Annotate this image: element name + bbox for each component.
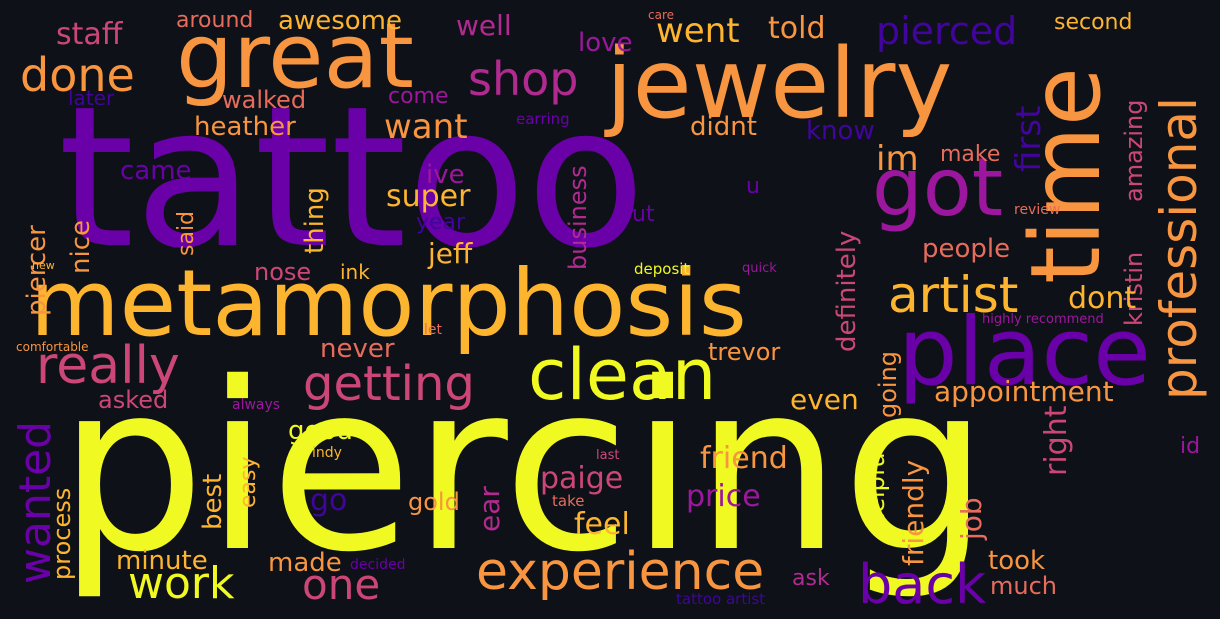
- word-going: going: [874, 350, 902, 418]
- word-id: id: [1180, 434, 1201, 459]
- word-work: work: [128, 558, 235, 609]
- word-nice: nice: [66, 220, 96, 274]
- word-even: even: [790, 383, 859, 416]
- word-place: place: [898, 298, 1151, 407]
- word-came: came: [120, 156, 192, 186]
- word-clean: clean: [528, 334, 717, 416]
- word-paige: paige: [540, 461, 624, 496]
- word-getting: getting: [303, 356, 475, 412]
- word-time: time: [1010, 67, 1122, 284]
- word-best: best: [198, 473, 228, 530]
- word-feel: feel: [574, 507, 630, 542]
- word-awesome: awesome: [278, 6, 402, 36]
- word-indy: indy: [312, 445, 342, 461]
- word-tattoo-artist: tattoo artist: [676, 590, 766, 608]
- word-first: first: [1009, 105, 1049, 172]
- word-thing: thing: [300, 187, 330, 254]
- word-metamorphosis: metamorphosis: [30, 250, 747, 357]
- word-know: know: [806, 116, 875, 146]
- word-dont: dont: [1068, 281, 1137, 316]
- word-done: done: [20, 48, 135, 102]
- word-piercing: piercing: [58, 333, 990, 603]
- word-shop: shop: [468, 52, 579, 106]
- word-experience: experience: [476, 542, 765, 602]
- word-much: much: [990, 572, 1057, 600]
- word-artist: artist: [888, 266, 1019, 324]
- word-business: business: [564, 165, 592, 270]
- word-deposit: deposit: [634, 260, 690, 278]
- word-ear: ear: [473, 486, 506, 532]
- word-got: got: [872, 141, 1004, 234]
- word-definitely: definitely: [832, 230, 862, 352]
- word-told: told: [768, 11, 826, 46]
- word-earring: earring: [516, 110, 570, 128]
- word-walked: walked: [222, 86, 307, 114]
- word-nose: nose: [254, 258, 312, 286]
- word-said: said: [174, 210, 199, 256]
- word-didnt: didnt: [690, 112, 757, 142]
- word-asked: asked: [98, 386, 169, 414]
- word-staff: staff: [56, 17, 123, 52]
- word-process: process: [48, 487, 76, 580]
- word-come: come: [388, 84, 449, 109]
- word-pierced: pierced: [876, 9, 1018, 53]
- word-friendly: friendly: [897, 459, 930, 566]
- word-went: went: [656, 11, 740, 51]
- word-ink: ink: [340, 260, 370, 284]
- word-great: great: [176, 4, 414, 109]
- word-ask: ask: [792, 566, 830, 591]
- word-around: around: [176, 8, 254, 33]
- word-jeff: jeff: [428, 237, 473, 270]
- word-gold: gold: [408, 488, 460, 516]
- word-put: put: [618, 202, 655, 227]
- word-back: back: [858, 553, 987, 616]
- word-later: later: [68, 86, 115, 110]
- word-decided: decided: [350, 557, 406, 573]
- word-price: price: [686, 479, 761, 514]
- word-made: made: [268, 548, 342, 578]
- word-want: want: [384, 107, 468, 147]
- word-new: new: [32, 259, 55, 272]
- word-let: let: [424, 322, 442, 338]
- word-amazing: amazing: [1120, 99, 1148, 202]
- word-tattoo: tattoo: [58, 64, 646, 291]
- word-comfortable: comfortable: [16, 340, 89, 354]
- word-right: right: [1039, 405, 1074, 477]
- word-never: never: [320, 334, 395, 364]
- word-appointment: appointment: [934, 375, 1114, 408]
- word-quick: quick: [742, 261, 777, 276]
- word-take: take: [552, 492, 585, 510]
- word-ive: ive: [426, 160, 465, 190]
- word-professional: professional: [1150, 97, 1208, 400]
- word-review: review: [1014, 202, 1061, 218]
- word-really: really: [36, 336, 180, 396]
- word-heather: heather: [194, 112, 296, 142]
- word-u: u: [746, 174, 760, 199]
- word-second: second: [1054, 10, 1133, 35]
- word-job: job: [955, 497, 988, 540]
- word-super: super: [386, 179, 471, 214]
- word-jewelry: jewelry: [606, 28, 953, 140]
- word-love: love: [578, 28, 633, 58]
- word-last: last: [596, 448, 620, 463]
- word-friend: friend: [700, 441, 788, 476]
- word-one: one: [302, 560, 381, 609]
- word-highly-recommend: highly recommend: [982, 312, 1104, 327]
- word-easy: easy: [236, 456, 261, 509]
- word-took: took: [988, 546, 1046, 576]
- word-good: good: [288, 416, 353, 446]
- word-year: year: [416, 210, 466, 235]
- word-well: well: [456, 9, 512, 42]
- word-trevor: trevor: [708, 338, 781, 366]
- word-helpful: helpful: [862, 445, 890, 528]
- word-go: go: [310, 483, 348, 518]
- word-minute: minute: [116, 546, 208, 576]
- word-make: make: [940, 142, 1001, 167]
- word-care: care: [648, 8, 675, 22]
- word-people: people: [922, 234, 1011, 264]
- word-im: im: [876, 139, 919, 179]
- word-always: always: [232, 397, 281, 413]
